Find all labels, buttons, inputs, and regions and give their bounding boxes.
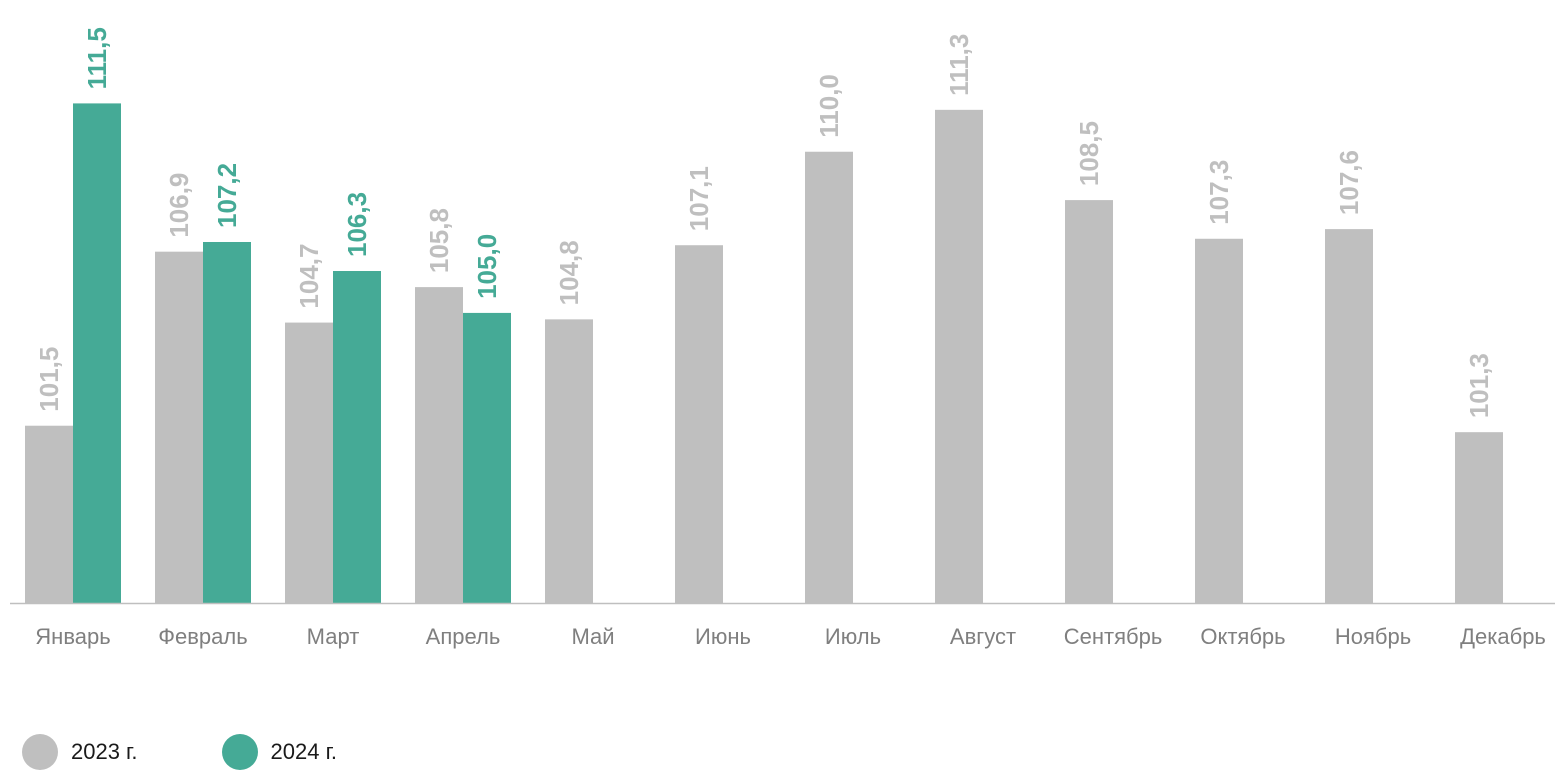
category-label-1: Январь bbox=[35, 624, 110, 649]
bar-2023-6 bbox=[675, 245, 723, 604]
category-label-9: Сентябрь bbox=[1064, 624, 1163, 649]
legend-label-2024: 2024 г. bbox=[270, 739, 338, 764]
category-label-3: Март bbox=[307, 624, 360, 649]
value-label-2023-8: 111,3 bbox=[944, 34, 974, 96]
value-label-2023-11: 107,6 bbox=[1334, 150, 1364, 215]
bars-group bbox=[25, 103, 1503, 604]
value-label-2023-1: 101,5 bbox=[34, 347, 64, 412]
value-label-2024-2: 107,2 bbox=[212, 163, 242, 228]
category-label-10: Октябрь bbox=[1200, 624, 1285, 649]
value-label-2023-5: 104,8 bbox=[554, 240, 584, 305]
bar-2023-7 bbox=[805, 151, 853, 603]
category-labels-group: Январь Февраль Март Апрель Май Июнь Июль Август… bbox=[35, 624, 1546, 649]
bar-2023-10 bbox=[1195, 238, 1243, 603]
bar-2024-4 bbox=[463, 312, 511, 603]
bar-2023-3 bbox=[285, 322, 333, 603]
bar-2023-1 bbox=[25, 425, 73, 603]
category-label-2: Февраль bbox=[158, 624, 247, 649]
category-label-5: Май bbox=[571, 624, 614, 649]
category-label-8: Август bbox=[950, 624, 1016, 649]
legend-item-2023: 2023 г. bbox=[22, 734, 138, 770]
value-label-2023-12: 101,3 bbox=[1464, 353, 1494, 418]
legend-label-2023: 2023 г. bbox=[71, 739, 138, 764]
bar-2023-4 bbox=[415, 287, 463, 603]
category-label-6: Июнь bbox=[695, 624, 751, 649]
bar-2023-12 bbox=[1455, 432, 1503, 603]
value-label-2023-9: 108,5 bbox=[1074, 121, 1104, 186]
category-label-11: Ноябрь bbox=[1335, 624, 1411, 649]
value-label-2023-10: 107,3 bbox=[1204, 160, 1234, 225]
legend-item-2024: 2024 г. bbox=[221, 734, 338, 770]
bar-2023-5 bbox=[545, 319, 593, 603]
value-label-2023-6: 107,1 bbox=[684, 166, 714, 231]
value-label-2024-1: 111,5 bbox=[82, 27, 112, 89]
value-label-2023-3: 104,7 bbox=[294, 244, 324, 309]
bar-2023-8 bbox=[935, 109, 983, 604]
category-label-4: Апрель bbox=[426, 624, 501, 649]
value-label-2024-4: 105,0 bbox=[472, 234, 502, 299]
legend-swatch-2024 bbox=[221, 734, 258, 770]
legend-swatch-2023 bbox=[22, 734, 58, 770]
value-label-2023-4: 105,8 bbox=[424, 208, 454, 273]
value-label-2024-3: 106,3 bbox=[342, 192, 372, 257]
bar-2024-3 bbox=[333, 271, 381, 603]
category-label-12: Декабрь bbox=[1460, 624, 1546, 649]
bar-2024-1 bbox=[73, 103, 121, 604]
legend: 2023 г. 2024 г. bbox=[22, 734, 338, 770]
bar-2023-9 bbox=[1065, 200, 1113, 603]
bar-2024-2 bbox=[203, 241, 251, 603]
bar-2023-2 bbox=[155, 251, 203, 603]
bar-2023-11 bbox=[1325, 229, 1373, 603]
value-label-2023-7: 110,0 bbox=[814, 74, 844, 138]
value-labels-group: 101,5 111,5 106,9 107,2 104,7 106,3 105,8 105,0… bbox=[34, 27, 1494, 418]
category-label-7: Июль bbox=[825, 624, 881, 649]
value-label-2023-2: 106,9 bbox=[164, 173, 194, 238]
